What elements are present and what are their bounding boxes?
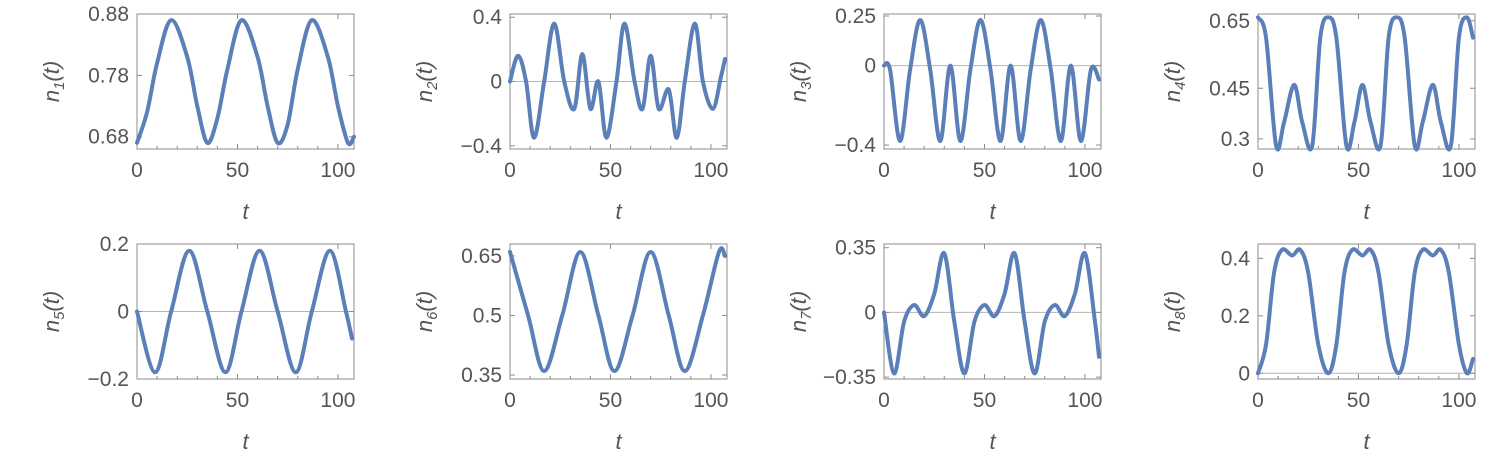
chart-panel-8: 0 50 100 0 0.2 0.4 t n8(t) xyxy=(1160,243,1476,454)
x-tick-label: 100 xyxy=(1067,389,1102,412)
x-tick-label: 0 xyxy=(878,389,890,412)
y-axis-label: n3(t) xyxy=(786,61,815,102)
y-tick-label: 0.25 xyxy=(835,5,876,28)
x-tick-label: 100 xyxy=(320,389,355,412)
y-tick-label: 0 xyxy=(864,301,876,324)
chart-panel-6: 0 50 100 0.35 0.5 0.65 t n6(t) xyxy=(412,243,728,454)
y-tick-label: −0.35 xyxy=(823,366,876,389)
x-axis-label: t xyxy=(1363,199,1370,224)
y-tick-label: 0.78 xyxy=(88,64,129,87)
x-tick-label: 0 xyxy=(1252,159,1264,182)
x-tick-label: 100 xyxy=(1441,389,1476,412)
y-tick-label: 0 xyxy=(117,301,129,324)
y-tick-label: −0.4 xyxy=(461,135,503,158)
y-tick-label: 0.35 xyxy=(461,364,502,387)
y-tick-label: 0.65 xyxy=(461,245,502,268)
series-line-3 xyxy=(882,17,1101,144)
y-axis-label: n8(t) xyxy=(1160,291,1189,332)
y-tick-label: −0.2 xyxy=(88,368,129,391)
chart-panel-4: 0 50 100 0.3 0.45 0.65 t n4(t) xyxy=(1160,10,1476,224)
y-axis-label: n5(t) xyxy=(39,291,68,332)
y-tick-label: 0 xyxy=(1238,362,1250,385)
x-tick-label: 100 xyxy=(320,159,355,182)
x-tick-label: 0 xyxy=(504,389,516,412)
y-tick-label: −0.4 xyxy=(835,134,877,157)
x-axis-label: t xyxy=(615,199,622,224)
series-line-7 xyxy=(882,251,1101,376)
x-axis-label: t xyxy=(242,199,249,224)
chart-panel-1: 0 50 100 0.68 0.78 0.88 t n1(t) xyxy=(39,3,356,224)
plot-frame xyxy=(509,243,728,380)
y-axis-label: n2(t) xyxy=(412,61,441,102)
series-line-2 xyxy=(508,21,727,140)
y-axis-label: n1(t) xyxy=(39,61,68,102)
y-tick-label: 0.2 xyxy=(1221,305,1250,328)
x-tick-label: 50 xyxy=(226,389,249,412)
x-axis-label: t xyxy=(242,429,249,454)
x-axis-label: t xyxy=(989,429,996,454)
x-tick-label: 100 xyxy=(693,159,728,182)
x-tick-label: 50 xyxy=(1347,159,1370,182)
x-tick-label: 0 xyxy=(131,389,143,412)
y-tick-label: 0.45 xyxy=(1209,77,1250,100)
y-tick-label: 0.4 xyxy=(1221,247,1251,270)
x-tick-label: 0 xyxy=(1252,389,1264,412)
y-tick-label: 0 xyxy=(490,71,502,94)
x-tick-label: 50 xyxy=(1347,389,1370,412)
plot-frame xyxy=(883,13,1102,150)
x-tick-label: 50 xyxy=(599,159,622,182)
x-tick-label: 0 xyxy=(878,159,890,182)
y-tick-label: 0.68 xyxy=(88,126,129,149)
y-axis-label: n7(t) xyxy=(786,291,815,332)
y-tick-label: 0.2 xyxy=(100,233,129,256)
x-axis-label: t xyxy=(615,429,622,454)
y-tick-label: 0.5 xyxy=(473,304,502,327)
series-line-4 xyxy=(1256,15,1475,152)
series-line-5 xyxy=(135,248,354,375)
plot-frame xyxy=(1257,243,1476,380)
y-tick-label: 0 xyxy=(864,55,876,78)
y-tick-label: 0.3 xyxy=(1221,128,1250,151)
x-tick-label: 100 xyxy=(1067,159,1102,182)
x-axis-label: t xyxy=(1363,429,1370,454)
x-tick-label: 0 xyxy=(131,159,143,182)
plot-frame xyxy=(136,13,355,150)
y-tick-label: 0.65 xyxy=(1209,10,1250,33)
series-line-8 xyxy=(1256,247,1475,376)
series-line-6 xyxy=(508,246,727,374)
plot-frame xyxy=(1257,13,1476,150)
x-tick-label: 50 xyxy=(973,389,996,412)
x-tick-label: 50 xyxy=(973,159,996,182)
x-tick-label: 100 xyxy=(1441,159,1476,182)
x-tick-label: 0 xyxy=(504,159,516,182)
y-tick-label: 0.4 xyxy=(473,6,503,29)
y-axis-label: n6(t) xyxy=(412,291,441,332)
x-tick-label: 50 xyxy=(226,159,249,182)
y-tick-label: 0.88 xyxy=(88,3,129,26)
y-axis-label: n4(t) xyxy=(1160,61,1189,102)
x-axis-label: t xyxy=(989,199,996,224)
x-tick-label: 100 xyxy=(693,389,728,412)
x-tick-label: 50 xyxy=(599,389,622,412)
series-line-1 xyxy=(135,18,356,147)
y-tick-label: 0.35 xyxy=(835,237,876,260)
